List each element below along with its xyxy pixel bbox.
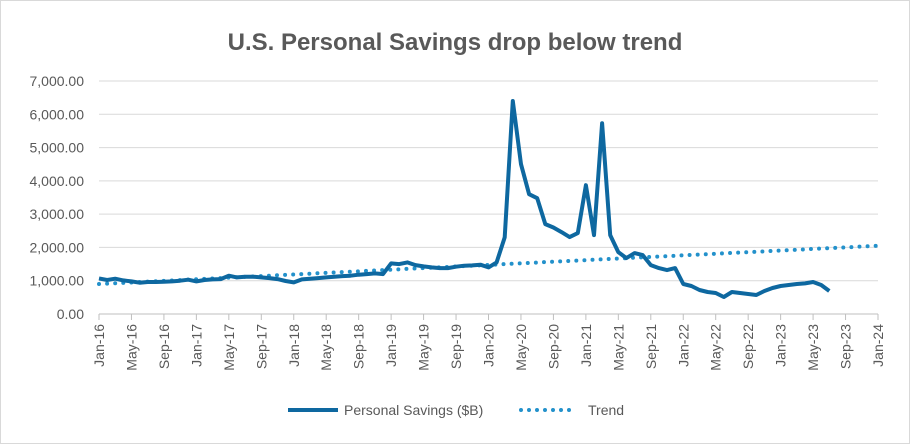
x-tick-label: Sep-17 <box>253 324 269 369</box>
y-tick-label: 4,000.00 <box>30 173 85 189</box>
y-tick-label: 1,000.00 <box>30 273 85 289</box>
x-tick-label: Sep-19 <box>448 324 464 369</box>
x-tick-label: May-19 <box>416 324 432 371</box>
x-tick-label: May-21 <box>610 324 626 371</box>
legend-label-trend: Trend <box>588 402 624 418</box>
x-tick-label: May-20 <box>513 324 529 371</box>
x-tick-label: May-16 <box>123 324 139 371</box>
x-tick-label: Jan-18 <box>286 324 302 367</box>
x-tick-label: Jan-21 <box>578 324 594 367</box>
x-tick-label: Sep-18 <box>351 324 367 369</box>
legend-label-personal-savings: Personal Savings ($B) <box>344 402 483 418</box>
x-tick-label: Sep-22 <box>740 324 756 369</box>
legend: Personal Savings ($B) Trend <box>288 402 624 418</box>
y-tick-label: 6,000.00 <box>30 106 85 122</box>
x-tick-label: Jan-20 <box>481 324 497 367</box>
y-tick-label: 3,000.00 <box>30 206 85 222</box>
x-tick-label: Sep-21 <box>643 324 659 369</box>
x-tick-label: Jan-16 <box>91 324 107 367</box>
x-tick-label: May-17 <box>221 324 237 371</box>
x-tick-label: May-22 <box>708 324 724 371</box>
x-tick-label: Jan-19 <box>383 324 399 367</box>
x-tick-label: Jan-23 <box>773 324 789 367</box>
y-tick-label: 5,000.00 <box>30 140 85 156</box>
x-tick-label: Sep-16 <box>156 324 172 369</box>
x-tick-label: Jan-24 <box>870 324 886 367</box>
x-tick-label: Jan-22 <box>675 324 691 367</box>
chart-title: U.S. Personal Savings drop below trend <box>228 29 683 56</box>
y-axis: 0.00 1,000.00 2,000.00 3,000.00 4,000.00 5,00… <box>30 73 85 322</box>
x-tick-label: May-18 <box>318 324 334 371</box>
gridlines <box>99 80 878 315</box>
x-tick-label: Jan-17 <box>188 324 204 367</box>
y-tick-label: 2,000.00 <box>30 239 85 255</box>
x-tick-label: Sep-20 <box>545 324 561 369</box>
y-tick-label: 0.00 <box>57 306 84 322</box>
x-tick-label: Sep-23 <box>838 324 854 369</box>
y-tick-label: 7,000.00 <box>30 73 85 89</box>
x-tick-label: May-23 <box>805 324 821 371</box>
x-axis: Jan-16 May-16 Sep-16 Jan-17 May-17 Sep-17 Jan-… <box>91 314 886 371</box>
personal-savings-line <box>98 99 831 299</box>
